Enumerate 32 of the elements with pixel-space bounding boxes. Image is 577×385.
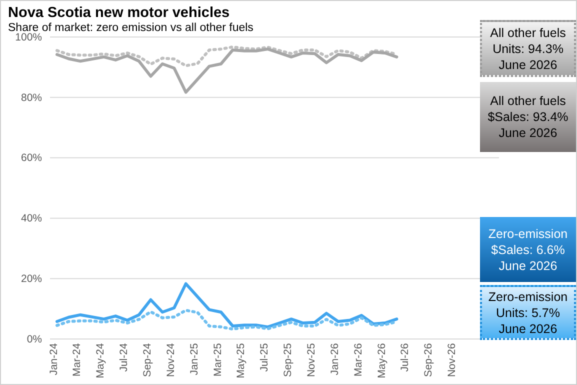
y-tick-label: 100% bbox=[15, 31, 42, 44]
x-tick-label: Sep-26 bbox=[422, 343, 435, 378]
y-tick-label: 60% bbox=[20, 152, 42, 164]
x-tick-label: Jan-26 bbox=[328, 343, 341, 376]
y-tick-label: 80% bbox=[20, 92, 42, 104]
line-series bbox=[56, 48, 398, 94]
y-tick-label: 40% bbox=[20, 212, 42, 225]
x-tick-label: Jan-24 bbox=[48, 343, 60, 376]
x-tick-label: Jan-25 bbox=[188, 343, 200, 376]
x-tick-label: Sep-25 bbox=[282, 343, 294, 378]
x-tick-label: Jul-26 bbox=[399, 343, 412, 372]
x-tick-label: Nov-25 bbox=[305, 343, 318, 378]
x-tick-label: May-25 bbox=[235, 343, 248, 378]
y-tick-label: 0% bbox=[26, 333, 42, 346]
text: Zero-emission Units: 5.7% June 2026 bbox=[480, 285, 576, 340]
x-tick-label: Mar-24 bbox=[71, 343, 84, 376]
x-tick-label: May-24 bbox=[94, 343, 107, 378]
x-tick-label: Sep-24 bbox=[141, 343, 154, 378]
x-tick-label: Jul-24 bbox=[118, 343, 130, 372]
y-tick-label: 20% bbox=[20, 272, 42, 285]
chart-title: Nova Scotia new motor vehicles bbox=[8, 5, 230, 21]
line-series bbox=[56, 282, 398, 328]
x-tick-label: Nov-26 bbox=[446, 343, 458, 378]
x-tick-label: Jul-25 bbox=[258, 343, 271, 372]
x-tick-label: Nov-24 bbox=[164, 343, 177, 378]
chart-subtitle: Share of market: zero emission vs all other fuels bbox=[8, 22, 254, 34]
text: All other fuels $Sales: 93.4% June 2026 bbox=[480, 82, 576, 152]
x-tick-label: Mar-25 bbox=[212, 343, 224, 376]
text: Zero-emission $Sales: 6.6% June 2026 bbox=[480, 217, 576, 282]
x-tick-label: May-26 bbox=[376, 343, 388, 378]
text: All other fuels Units: 94.3% June 2026 bbox=[480, 20, 576, 77]
x-tick-label: Mar-26 bbox=[352, 343, 364, 376]
